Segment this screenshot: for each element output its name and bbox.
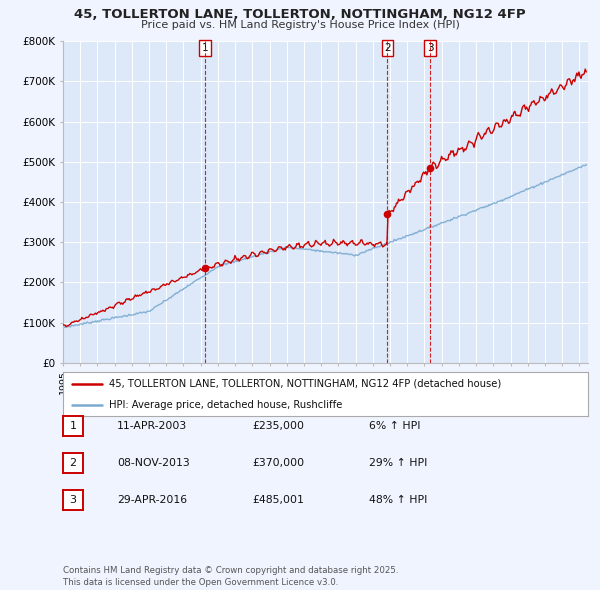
Text: £235,000: £235,000 — [252, 421, 304, 431]
Text: 45, TOLLERTON LANE, TOLLERTON, NOTTINGHAM, NG12 4FP: 45, TOLLERTON LANE, TOLLERTON, NOTTINGHA… — [74, 8, 526, 21]
Text: 2: 2 — [70, 458, 77, 468]
Text: Price paid vs. HM Land Registry's House Price Index (HPI): Price paid vs. HM Land Registry's House … — [140, 20, 460, 30]
Text: 45, TOLLERTON LANE, TOLLERTON, NOTTINGHAM, NG12 4FP (detached house): 45, TOLLERTON LANE, TOLLERTON, NOTTINGHA… — [109, 379, 502, 389]
Text: 1: 1 — [70, 421, 77, 431]
Text: 3: 3 — [427, 43, 433, 53]
Text: HPI: Average price, detached house, Rushcliffe: HPI: Average price, detached house, Rush… — [109, 400, 343, 410]
Text: 11-APR-2003: 11-APR-2003 — [117, 421, 187, 431]
Text: 48% ↑ HPI: 48% ↑ HPI — [369, 496, 427, 505]
Text: 3: 3 — [70, 496, 77, 505]
Text: Contains HM Land Registry data © Crown copyright and database right 2025.
This d: Contains HM Land Registry data © Crown c… — [63, 566, 398, 587]
Text: 29% ↑ HPI: 29% ↑ HPI — [369, 458, 427, 468]
Text: 1: 1 — [202, 43, 209, 53]
Text: £485,001: £485,001 — [252, 496, 304, 505]
Text: 08-NOV-2013: 08-NOV-2013 — [117, 458, 190, 468]
Text: £370,000: £370,000 — [252, 458, 304, 468]
Text: 2: 2 — [384, 43, 391, 53]
Text: 6% ↑ HPI: 6% ↑ HPI — [369, 421, 421, 431]
Text: 29-APR-2016: 29-APR-2016 — [117, 496, 187, 505]
